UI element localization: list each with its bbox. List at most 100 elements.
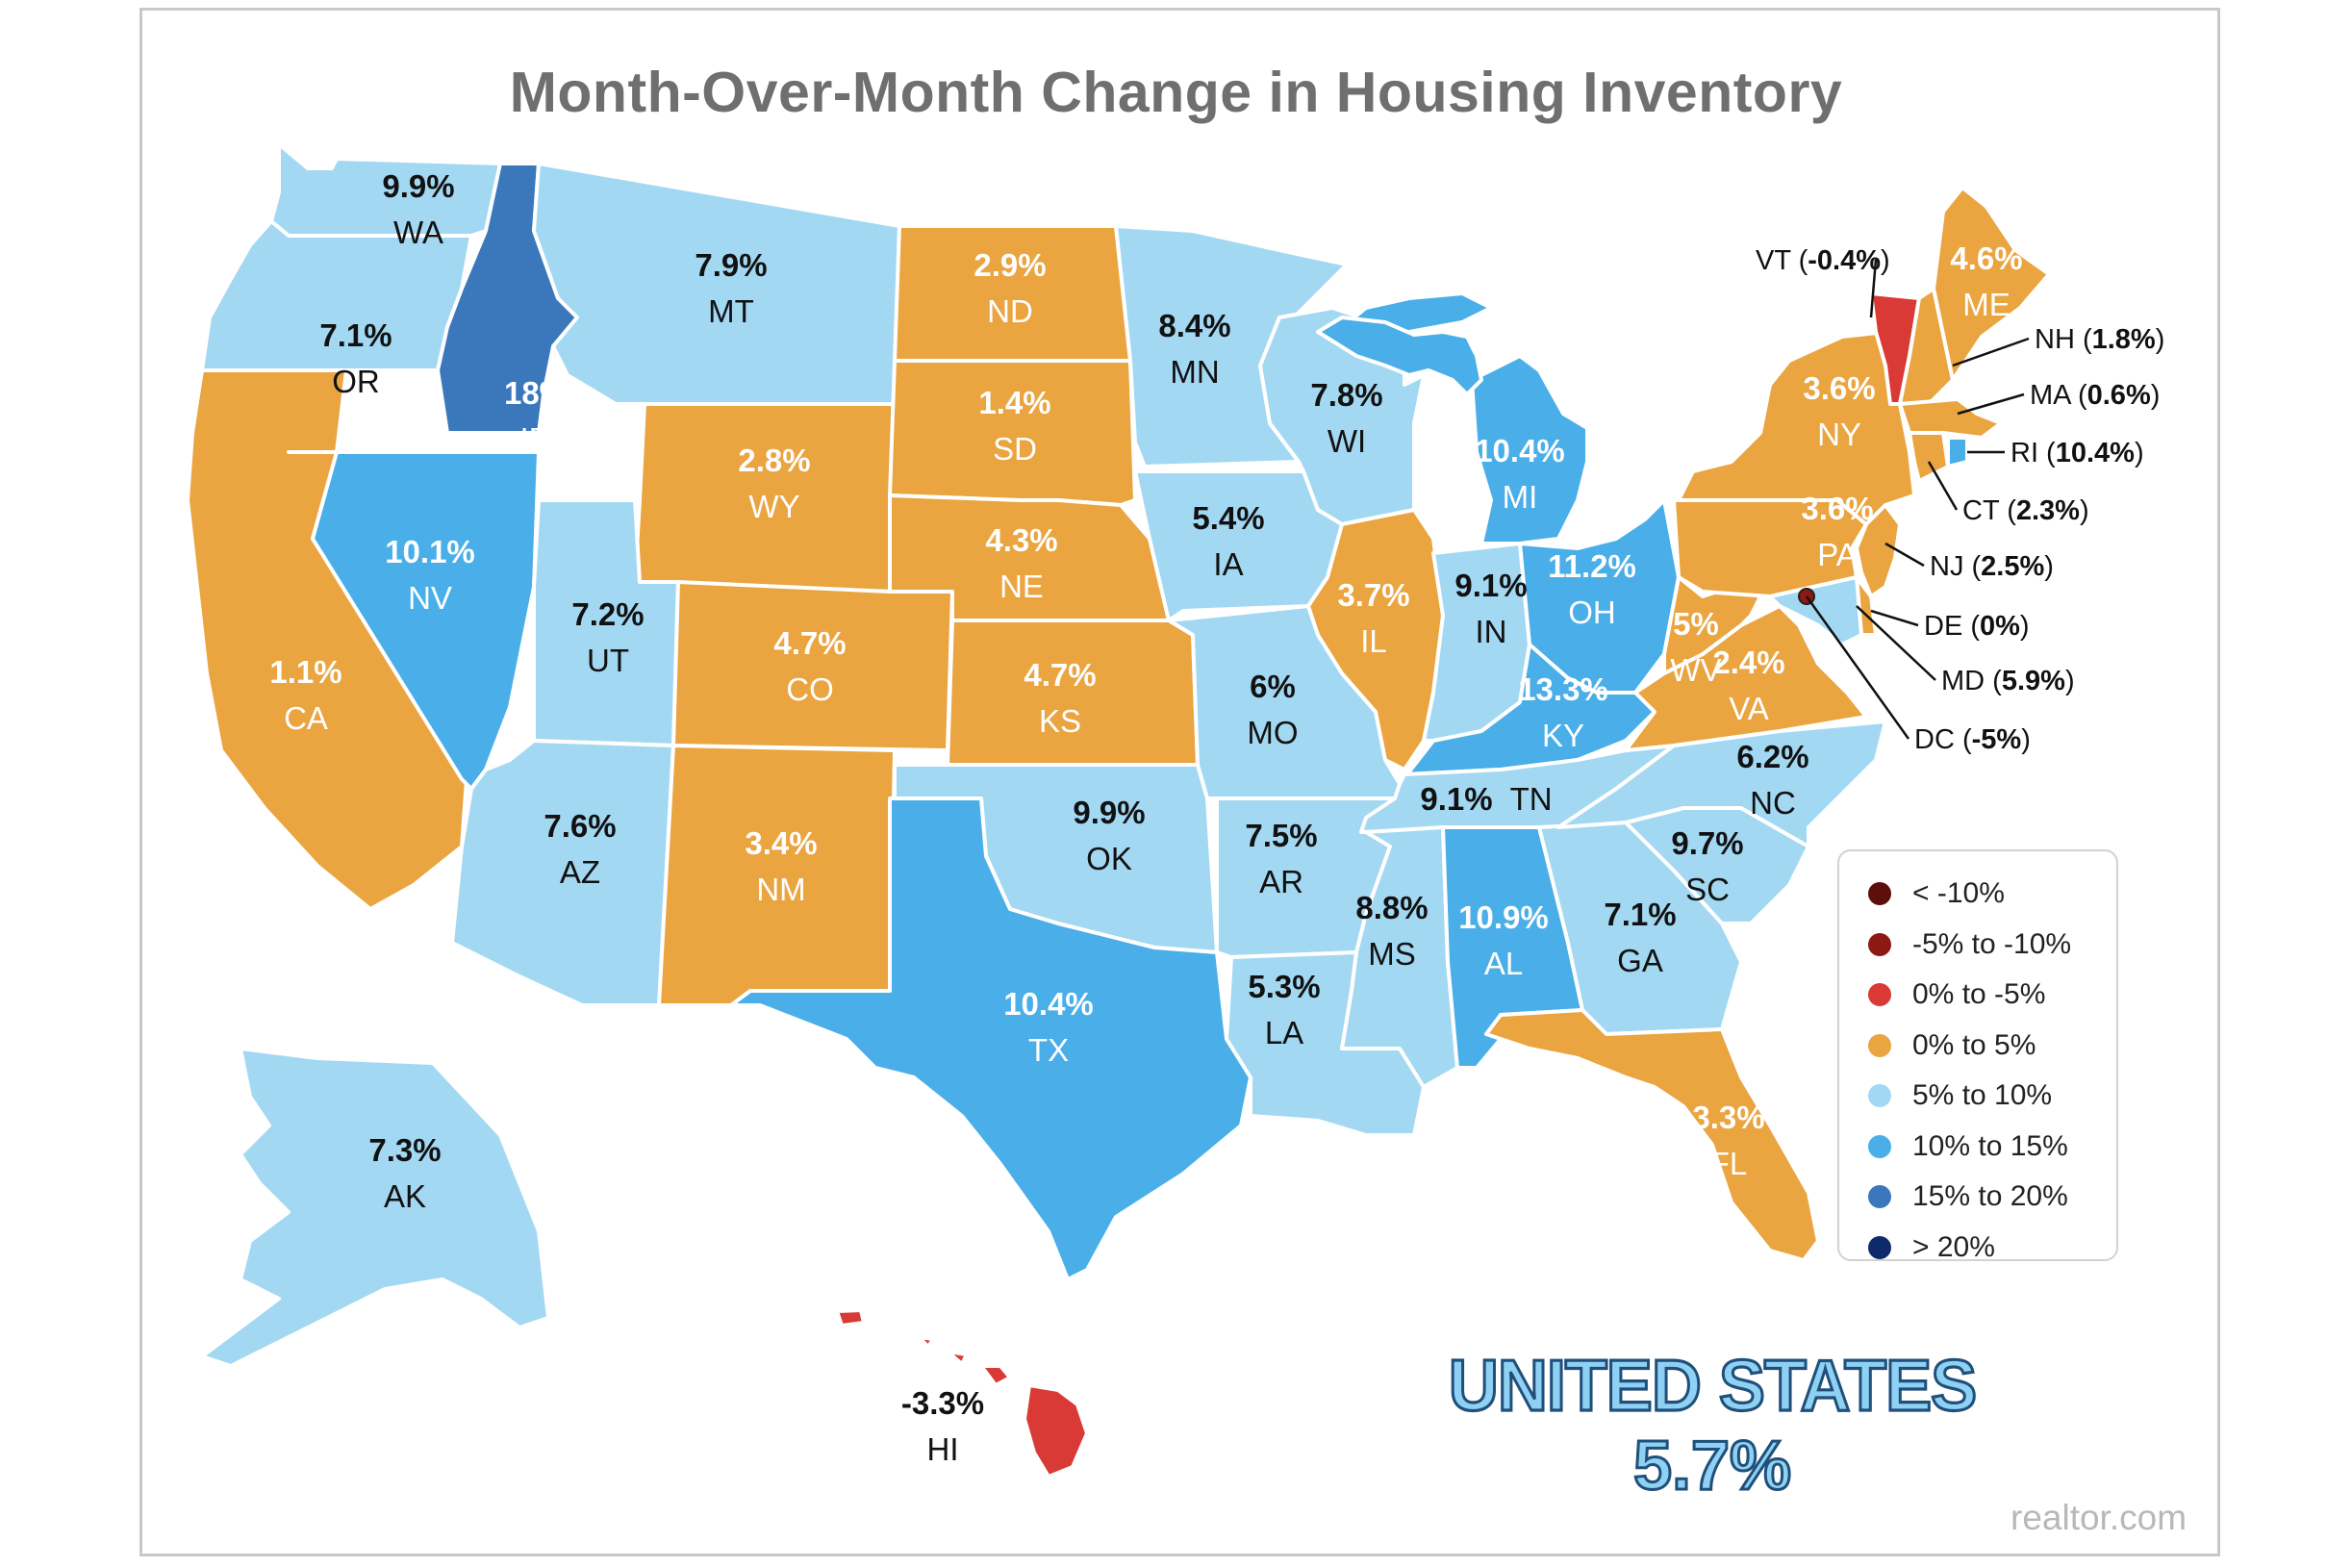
state-shape-hi-1 <box>1023 1383 1089 1479</box>
legend-label: -5% to -10% <box>1912 927 2072 960</box>
state-shape-me <box>1932 186 2051 382</box>
state-value-al: 10.9% <box>1458 899 1549 935</box>
map-legend: < -10% -5% to -10% 0% to -5% 0% to 5% 5% to … <box>1837 849 2118 1263</box>
legend-label: > 20% <box>1912 1230 1995 1263</box>
state-code-ny: NY <box>1817 417 1861 452</box>
callout-vt: VT (-0.4%) <box>1756 245 1890 276</box>
legend-swatch <box>1868 1235 1891 1259</box>
state-code-la: LA <box>1265 1015 1303 1050</box>
state-code-in: IN <box>1476 614 1507 649</box>
state-shape-tx <box>729 797 1252 1281</box>
legend-swatch <box>1868 1134 1891 1158</box>
state-value-wv: 5% <box>1673 606 1719 642</box>
state-value-nc: 6.2% <box>1736 739 1808 774</box>
state-shape-hi-3 <box>946 1350 969 1366</box>
state-shape-co <box>671 580 954 752</box>
leader-line-nj <box>1884 542 1925 568</box>
legend-swatch <box>1868 1033 1891 1057</box>
callout-ct: CT (2.3%) <box>1962 495 2089 526</box>
state-shape-ks <box>946 619 1200 767</box>
state-value-mn: 8.4% <box>1158 308 1230 343</box>
state-value-va: 2.4% <box>1712 645 1784 680</box>
national-value: 5.7% <box>1631 1426 1792 1505</box>
state-value-or: 7.1% <box>319 317 392 353</box>
state-value-nm: 3.4% <box>745 825 817 861</box>
legend-item: 5% to 10% <box>1839 1071 2116 1122</box>
state-code-nv: NV <box>408 580 452 616</box>
state-shape-ct <box>1908 431 1950 483</box>
leader-line-ct <box>1927 461 1959 511</box>
state-code-ms: MS <box>1368 936 1416 972</box>
state-shape-mt <box>532 162 901 406</box>
state-value-mt: 7.9% <box>695 247 767 283</box>
callout-nh: NH (1.8%) <box>2035 324 2164 355</box>
state-shape-hi-2 <box>979 1364 1012 1387</box>
state-code-nc: NC <box>1750 785 1796 821</box>
state-value-ny: 3.6% <box>1803 370 1875 406</box>
legend-swatch <box>1868 983 1891 1007</box>
national-summary: UNITED STATES 5.7% <box>1424 1344 2001 1506</box>
legend-swatch <box>1868 882 1891 906</box>
leader-line-nh <box>1952 337 2030 367</box>
state-value-hi: -3.3% <box>901 1385 984 1421</box>
map-title: Month-Over-Month Change in Housing Inven… <box>509 61 1843 124</box>
leader-line-de <box>1870 609 1919 627</box>
national-name: UNITED STATES <box>1447 1344 1978 1428</box>
state-value-co: 4.7% <box>773 625 846 661</box>
state-code-oh: OH <box>1568 594 1616 630</box>
state-shape-mi <box>1470 354 1589 545</box>
state-value-me: 4.6% <box>1950 240 2022 276</box>
state-value-tx: 10.4% <box>1003 986 1094 1022</box>
legend-item: 15% to 20% <box>1839 1172 2116 1223</box>
callout-nj: NJ (2.5%) <box>1930 551 2054 582</box>
state-code-ut: UT <box>587 643 629 678</box>
state-code-ne: NE <box>999 569 1044 604</box>
state-code-wa: WA <box>393 215 443 250</box>
state-value-wa: 9.9% <box>382 168 454 204</box>
state-code-mt: MT <box>708 293 754 329</box>
state-code-nd: ND <box>987 293 1033 329</box>
state-value-ks: 4.7% <box>1024 657 1096 693</box>
state-code-fl: FL <box>1710 1146 1748 1181</box>
state-value-ak: 7.3% <box>368 1132 441 1168</box>
state-shape-or <box>200 219 473 372</box>
state-value-ky: 13.3% <box>1518 671 1608 707</box>
state-shape-ri <box>1946 436 1969 468</box>
legend-swatch <box>1868 1084 1891 1108</box>
state-code-sd: SD <box>993 431 1037 467</box>
callout-dc: DC (-5%) <box>1914 724 2031 755</box>
legend-item: < -10% <box>1839 869 2116 920</box>
state-code-mo: MO <box>1247 715 1298 750</box>
state-code-id: ID <box>520 421 552 457</box>
callout-md: MD (5.9%) <box>1941 666 2075 696</box>
legend-item: > 20% <box>1839 1223 2116 1274</box>
state-shape-ak <box>200 1047 550 1368</box>
state-code-or: OR <box>332 364 380 399</box>
legend-label: 15% to 20% <box>1912 1180 2068 1213</box>
state-shape-nj <box>1855 503 1902 598</box>
legend-swatch <box>1868 932 1891 956</box>
legend-item: 0% to 5% <box>1839 1021 2116 1072</box>
state-value-ia: 5.4% <box>1192 500 1264 536</box>
leader-line-ma <box>1957 392 2025 416</box>
state-shape-wv <box>1662 575 1762 675</box>
state-value-wy: 2.8% <box>738 443 810 478</box>
callout-de: DE (0%) <box>1924 611 2030 642</box>
leader-line-md <box>1856 605 1936 681</box>
state-code-wy: WY <box>748 489 799 524</box>
state-value-la: 5.3% <box>1248 969 1320 1004</box>
state-value-in: 9.1% <box>1454 568 1527 603</box>
state-value-wi: 7.8% <box>1310 377 1382 413</box>
state-value-sd: 1.4% <box>978 385 1050 420</box>
state-value-id: 18% <box>504 375 568 411</box>
legend-item: 0% to -5% <box>1839 970 2116 1021</box>
state-shape-fl <box>1484 1008 1820 1262</box>
state-code-ca: CA <box>284 700 328 736</box>
state-shape-ny <box>1677 330 1916 526</box>
state-code-ok: OK <box>1086 841 1132 876</box>
state-code-sc: SC <box>1685 872 1730 907</box>
legend-label: < -10% <box>1912 877 2005 910</box>
state-code-il: IL <box>1360 623 1387 659</box>
legend-label: 0% to 5% <box>1912 1028 2036 1061</box>
